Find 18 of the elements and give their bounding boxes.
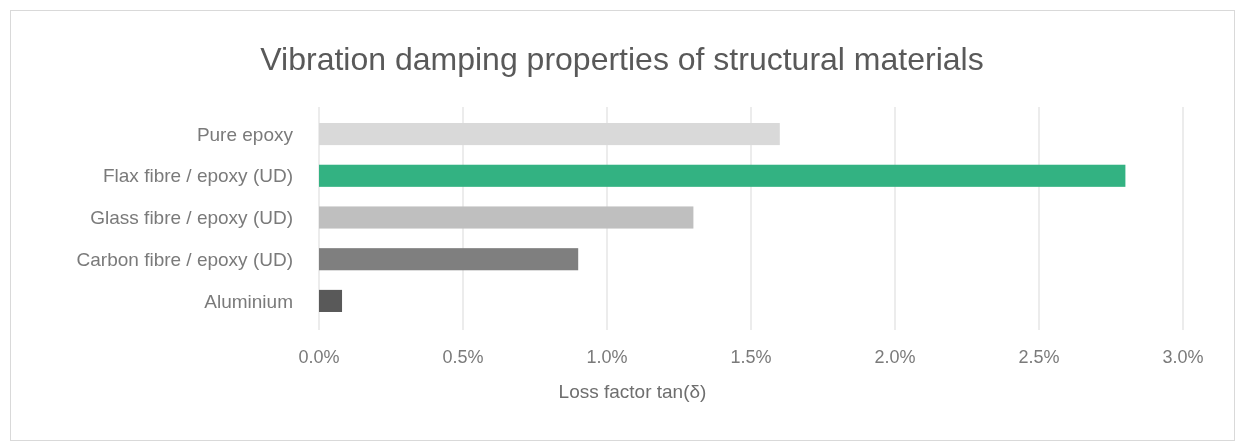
y-tick-label: Glass fibre / epoxy (UD): [90, 207, 293, 229]
x-tick-label: 2.0%: [874, 347, 916, 367]
x-tick-label: 3.0%: [1162, 347, 1204, 367]
bar: [319, 248, 579, 271]
x-tick-label: 0.0%: [298, 347, 340, 367]
x-tick-label: 1.0%: [586, 347, 628, 367]
x-tick-label: 0.5%: [442, 347, 484, 367]
chart-title: Vibration damping properties of structural materials: [260, 41, 984, 77]
x-tick-label: 2.5%: [1018, 347, 1060, 367]
y-tick-label: Aluminium: [204, 290, 293, 312]
y-tick-label: Flax fibre / epoxy (UD): [102, 165, 293, 187]
x-tick-label: 1.5%: [730, 347, 772, 367]
bar: [319, 289, 343, 312]
bar: [319, 206, 694, 229]
x-axis-title: Loss factor tan(δ): [558, 381, 707, 402]
y-tick-label: Pure epoxy: [196, 123, 294, 145]
y-tick-label: Carbon fibre / epoxy (UD): [76, 248, 293, 270]
bar: [319, 164, 1126, 187]
